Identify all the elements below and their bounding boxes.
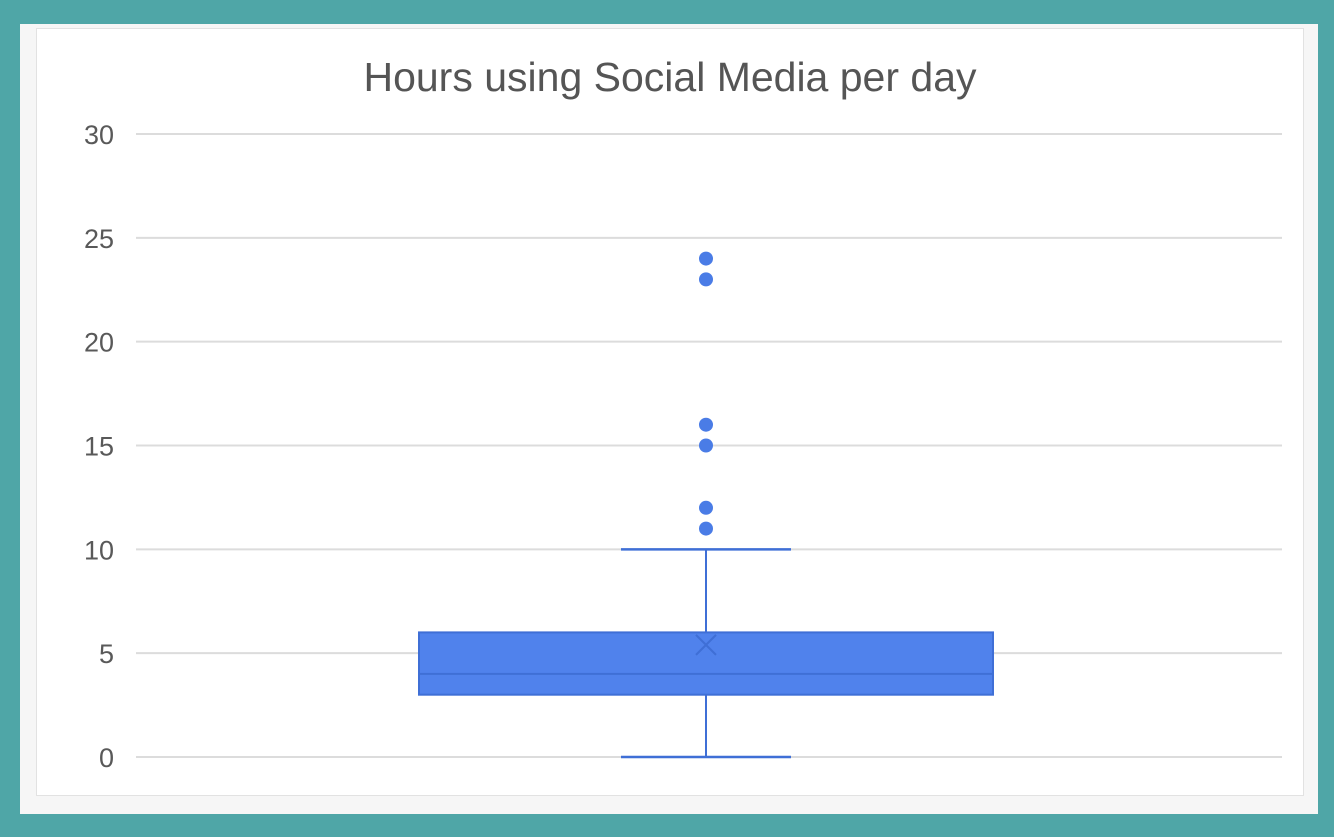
box-plot-series (418, 251, 994, 759)
y-tick-label: 5 (99, 639, 114, 669)
interquartile-box (418, 631, 994, 696)
mean-marker-stroke (695, 634, 717, 656)
chart-title: Hours using Social Media per day (363, 54, 977, 100)
outlier-point (699, 417, 713, 432)
y-tick-label: 20 (84, 328, 114, 358)
y-tick-label: 25 (84, 224, 114, 254)
outlier-point (699, 438, 713, 453)
y-tick-label: 0 (99, 743, 114, 773)
y-tick-label: 15 (84, 432, 114, 462)
outlier-point (699, 272, 713, 287)
outlier-point (699, 500, 713, 515)
y-tick-label: 10 (84, 535, 114, 565)
y-tick-label: 30 (84, 120, 114, 150)
mean-marker (695, 634, 717, 656)
outlier-point (699, 521, 713, 536)
y-axis-ticks: 0 5 10 15 20 25 30 (84, 120, 114, 773)
outlier-point (699, 251, 713, 266)
